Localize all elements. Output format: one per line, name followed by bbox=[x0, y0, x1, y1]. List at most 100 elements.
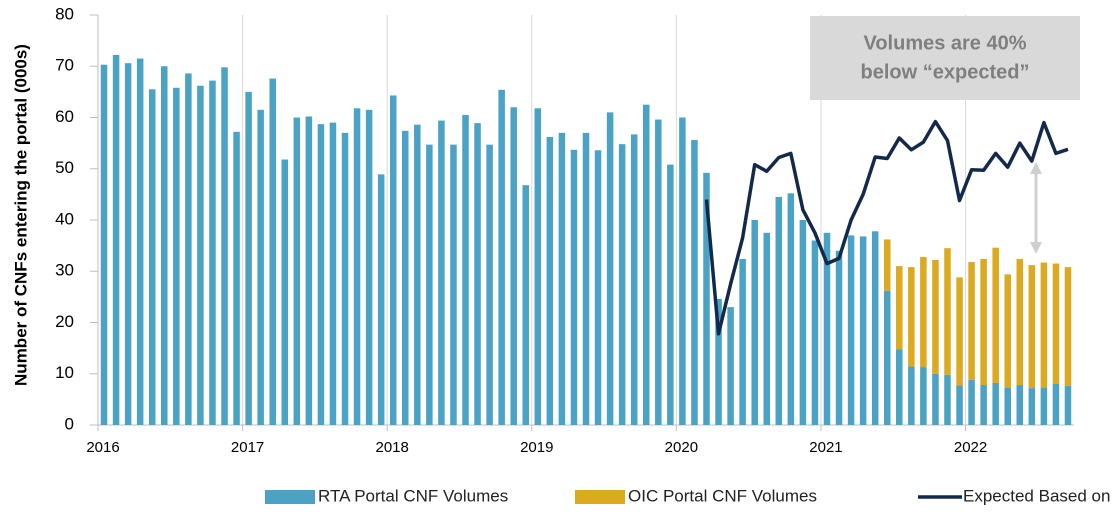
bar bbox=[293, 117, 301, 425]
bar bbox=[944, 374, 951, 425]
bar bbox=[305, 116, 313, 425]
bar bbox=[112, 54, 120, 425]
bar bbox=[245, 91, 252, 425]
bar bbox=[920, 256, 927, 368]
x-tick-label: 2021 bbox=[809, 439, 842, 456]
bar bbox=[992, 382, 999, 425]
bar bbox=[655, 119, 662, 426]
bar bbox=[377, 174, 385, 425]
bar bbox=[968, 379, 975, 425]
y-tick-label: 30 bbox=[55, 261, 74, 280]
bar bbox=[209, 80, 216, 425]
y-tick-label: 60 bbox=[55, 107, 74, 126]
bar bbox=[173, 87, 180, 426]
bar bbox=[992, 247, 999, 383]
bar bbox=[859, 236, 867, 425]
bar bbox=[715, 298, 722, 425]
bar bbox=[980, 385, 987, 425]
y-tick-label: 50 bbox=[55, 158, 74, 177]
bar bbox=[968, 262, 975, 380]
bar bbox=[751, 220, 758, 425]
bar bbox=[269, 78, 276, 426]
bar bbox=[883, 290, 891, 425]
bar bbox=[775, 196, 783, 425]
bar bbox=[498, 89, 505, 425]
bar bbox=[835, 250, 843, 425]
bar bbox=[1052, 263, 1060, 384]
bar bbox=[341, 132, 349, 425]
bar bbox=[185, 73, 192, 426]
legend-label: RTA Portal CNF Volumes bbox=[318, 486, 508, 505]
annotation-text: below “expected” bbox=[861, 61, 1030, 83]
bar bbox=[257, 109, 264, 425]
bar bbox=[474, 123, 481, 425]
bar bbox=[450, 144, 457, 425]
bar bbox=[426, 144, 433, 425]
annotation-box bbox=[810, 16, 1080, 100]
bar bbox=[221, 67, 228, 426]
x-tick-label: 2022 bbox=[954, 439, 987, 456]
x-tick-label: 2020 bbox=[665, 439, 698, 456]
bar bbox=[932, 259, 939, 374]
legend-swatch bbox=[265, 490, 315, 504]
bar bbox=[956, 277, 963, 386]
bar bbox=[582, 132, 590, 425]
bar bbox=[546, 136, 554, 425]
bar bbox=[1052, 384, 1060, 425]
bar bbox=[136, 58, 144, 425]
bar bbox=[727, 307, 734, 425]
bar bbox=[980, 258, 987, 386]
y-tick-label: 10 bbox=[55, 363, 74, 382]
bar bbox=[679, 117, 686, 425]
bar bbox=[871, 231, 879, 425]
x-tick-label: 2019 bbox=[520, 439, 553, 456]
bar bbox=[148, 89, 156, 425]
bar bbox=[197, 85, 204, 425]
bar bbox=[510, 107, 517, 425]
x-tick-label: 2016 bbox=[86, 439, 119, 456]
bar bbox=[1028, 265, 1036, 389]
bar bbox=[956, 385, 963, 425]
bar bbox=[329, 122, 337, 425]
bar bbox=[799, 220, 807, 425]
bar bbox=[691, 140, 698, 426]
legend-label: Expected Based on Road Usage bbox=[963, 486, 1116, 505]
annotation-text: Volumes are 40% bbox=[863, 32, 1026, 54]
bar bbox=[1004, 387, 1011, 425]
bar bbox=[908, 267, 915, 367]
y-tick-label: 20 bbox=[55, 312, 74, 331]
bar bbox=[161, 66, 168, 425]
y-axis-label: Number of CNFs entering the portal (000s… bbox=[11, 44, 30, 386]
bar bbox=[908, 366, 915, 425]
bar bbox=[932, 373, 939, 425]
y-tick-label: 40 bbox=[55, 209, 74, 228]
legend-label: OIC Portal CNF Volumes bbox=[628, 486, 817, 505]
bar bbox=[1016, 385, 1024, 425]
bar bbox=[883, 239, 891, 291]
bar bbox=[606, 112, 614, 425]
bar bbox=[389, 95, 397, 426]
bar bbox=[763, 232, 770, 425]
bar bbox=[1040, 387, 1048, 425]
bar bbox=[823, 232, 831, 425]
bar bbox=[1040, 262, 1048, 388]
bar bbox=[486, 144, 493, 425]
bar bbox=[522, 185, 530, 425]
bar bbox=[402, 130, 409, 425]
bar bbox=[365, 109, 373, 425]
bar bbox=[1064, 386, 1072, 425]
bar bbox=[703, 172, 710, 425]
y-tick-label: 80 bbox=[55, 4, 74, 23]
line bbox=[704, 119, 1069, 336]
bar bbox=[920, 367, 927, 425]
bar bbox=[667, 164, 674, 425]
y-tick-label: 0 bbox=[65, 414, 74, 433]
x-tick-label: 2018 bbox=[375, 439, 408, 456]
bar bbox=[739, 258, 746, 425]
bar bbox=[630, 134, 638, 425]
bar bbox=[618, 144, 626, 425]
bar bbox=[558, 132, 566, 425]
bar bbox=[811, 240, 819, 425]
bar bbox=[353, 108, 361, 426]
